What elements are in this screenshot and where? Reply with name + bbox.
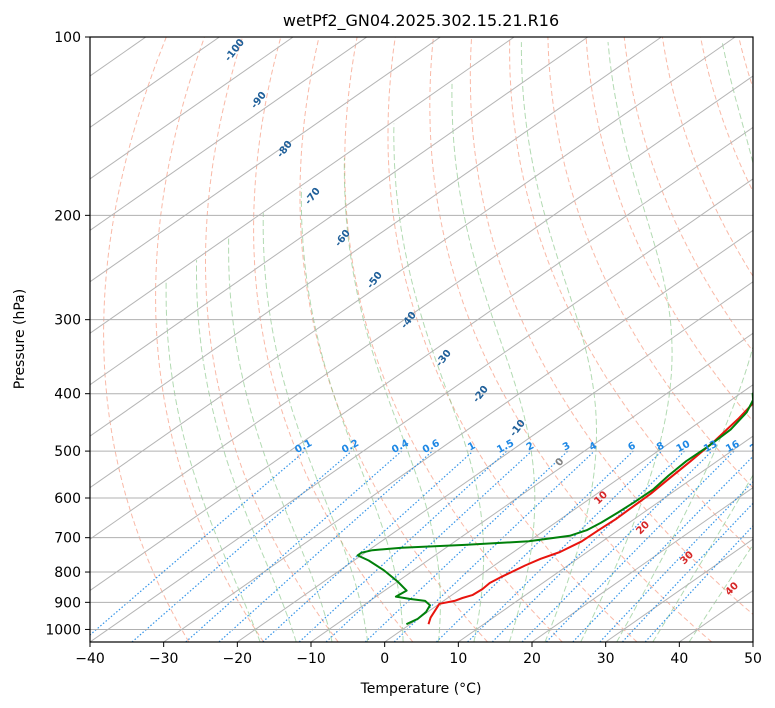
- dry-adiabat-line: [469, 37, 753, 616]
- moist-adiabat-line: [196, 260, 297, 642]
- x-axis-label: Temperature (°C): [360, 681, 482, 697]
- moist-adiabat-line: [300, 188, 404, 642]
- mixing-ratio-line: [521, 450, 713, 642]
- mixing-ratio-line: [572, 455, 753, 642]
- mixing-ratio-line: [262, 450, 474, 642]
- dry-adiabat-line: [344, 37, 563, 642]
- x-tick-label: −20: [223, 651, 253, 667]
- x-tick-label: −10: [296, 651, 326, 667]
- isotherm-line: [90, 75, 753, 540]
- temperature-line: [427, 401, 753, 625]
- isotherm-line: [90, 37, 662, 437]
- mixing-ratio-line: [467, 450, 663, 642]
- mixing-ratio-label: 20: [748, 439, 765, 455]
- dry-adiabat-line: [205, 37, 339, 642]
- y-tick-label: 800: [54, 565, 81, 581]
- moist-adiabat-line: [616, 42, 753, 642]
- y-tick-label: 400: [54, 387, 81, 403]
- mixing-ratio-label: 4: [588, 440, 599, 453]
- isotherm-line: [90, 178, 753, 642]
- moist-adiabat-line: [688, 543, 753, 642]
- dry-adiabat-line: [623, 37, 753, 353]
- mixing-ratio-label: 6: [626, 440, 637, 453]
- dry-adiabat-line: [387, 37, 638, 642]
- y-tick-label: 600: [54, 491, 81, 507]
- x-tick-label: 30: [597, 651, 615, 667]
- isotherm-line: [458, 435, 753, 642]
- isotherm-line: [237, 281, 753, 642]
- mixing-ratio-line: [218, 450, 433, 642]
- y-tick-label: 500: [54, 444, 81, 460]
- mixing-ratio-line: [90, 450, 306, 636]
- moist-adiabat-line: [580, 42, 673, 642]
- mixing-ratio-line: [644, 525, 753, 642]
- y-axis-label: Pressure (hPa): [12, 289, 28, 389]
- plot-frame: [89, 36, 754, 643]
- isotherm-line: [310, 332, 753, 642]
- y-tick-label: 1000: [45, 622, 81, 638]
- x-tick-label: 20: [523, 651, 541, 667]
- isotherm-line: [90, 37, 736, 489]
- mixing-ratio-line: [185, 450, 403, 642]
- dewpoint-line: [356, 392, 753, 626]
- mixing-ratio-line: [621, 502, 753, 642]
- mixing-ratio-line: [131, 450, 353, 642]
- moist-adiabat-line: [652, 474, 753, 642]
- mixing-ratio-label: 1: [466, 440, 477, 453]
- mixing-ratio-line: [298, 450, 508, 642]
- dry-adiabat-line: [103, 37, 190, 642]
- y-tick-label: 900: [54, 595, 81, 611]
- isotherm-line: [163, 229, 753, 642]
- y-tick-label: 300: [54, 313, 81, 329]
- mixing-ratio-line: [599, 480, 753, 642]
- isotherm-line: [90, 37, 368, 231]
- chart-title: wetPf2_GN04.2025.302.15.21.R16: [283, 11, 559, 31]
- x-tick-label: 50: [744, 651, 762, 667]
- mixing-ratio-label: 8: [655, 440, 666, 453]
- dry-adiabat-line: [299, 37, 488, 642]
- x-tick-label: −40: [75, 651, 105, 667]
- isotherm-line: [531, 487, 753, 642]
- dry-adiabat-line: [155, 37, 264, 642]
- x-tick-label: 0: [380, 651, 389, 667]
- moist-adiabat-line: [165, 280, 261, 642]
- isotherm-line: [90, 37, 515, 334]
- y-tick-label: 700: [54, 531, 81, 547]
- moist-adiabat-line: [451, 83, 536, 642]
- x-tick-label: −30: [149, 651, 179, 667]
- dry-adiabat-line: [429, 37, 713, 642]
- moist-adiabat-line: [228, 237, 333, 642]
- mixing-ratio-line: [545, 450, 735, 642]
- mixing-ratio-label: 2: [525, 440, 536, 453]
- mixing-ratio-line: [364, 450, 569, 642]
- y-tick-label: 200: [54, 208, 81, 224]
- isotherm-line: [90, 37, 441, 283]
- isotherm-line: [90, 37, 589, 386]
- moist-adiabat-line: [262, 212, 369, 642]
- mixing-ratio-label: 3: [561, 440, 572, 453]
- x-tick-label: 40: [670, 651, 688, 667]
- y-tick-label: 100: [54, 30, 81, 46]
- isotherm-line: [90, 37, 294, 180]
- isotherm-line: [605, 538, 753, 642]
- mixing-ratio-line: [393, 450, 595, 642]
- x-tick-label: 10: [449, 651, 467, 667]
- moist-adiabat-line: [520, 42, 597, 642]
- isotherm-line: [90, 126, 753, 592]
